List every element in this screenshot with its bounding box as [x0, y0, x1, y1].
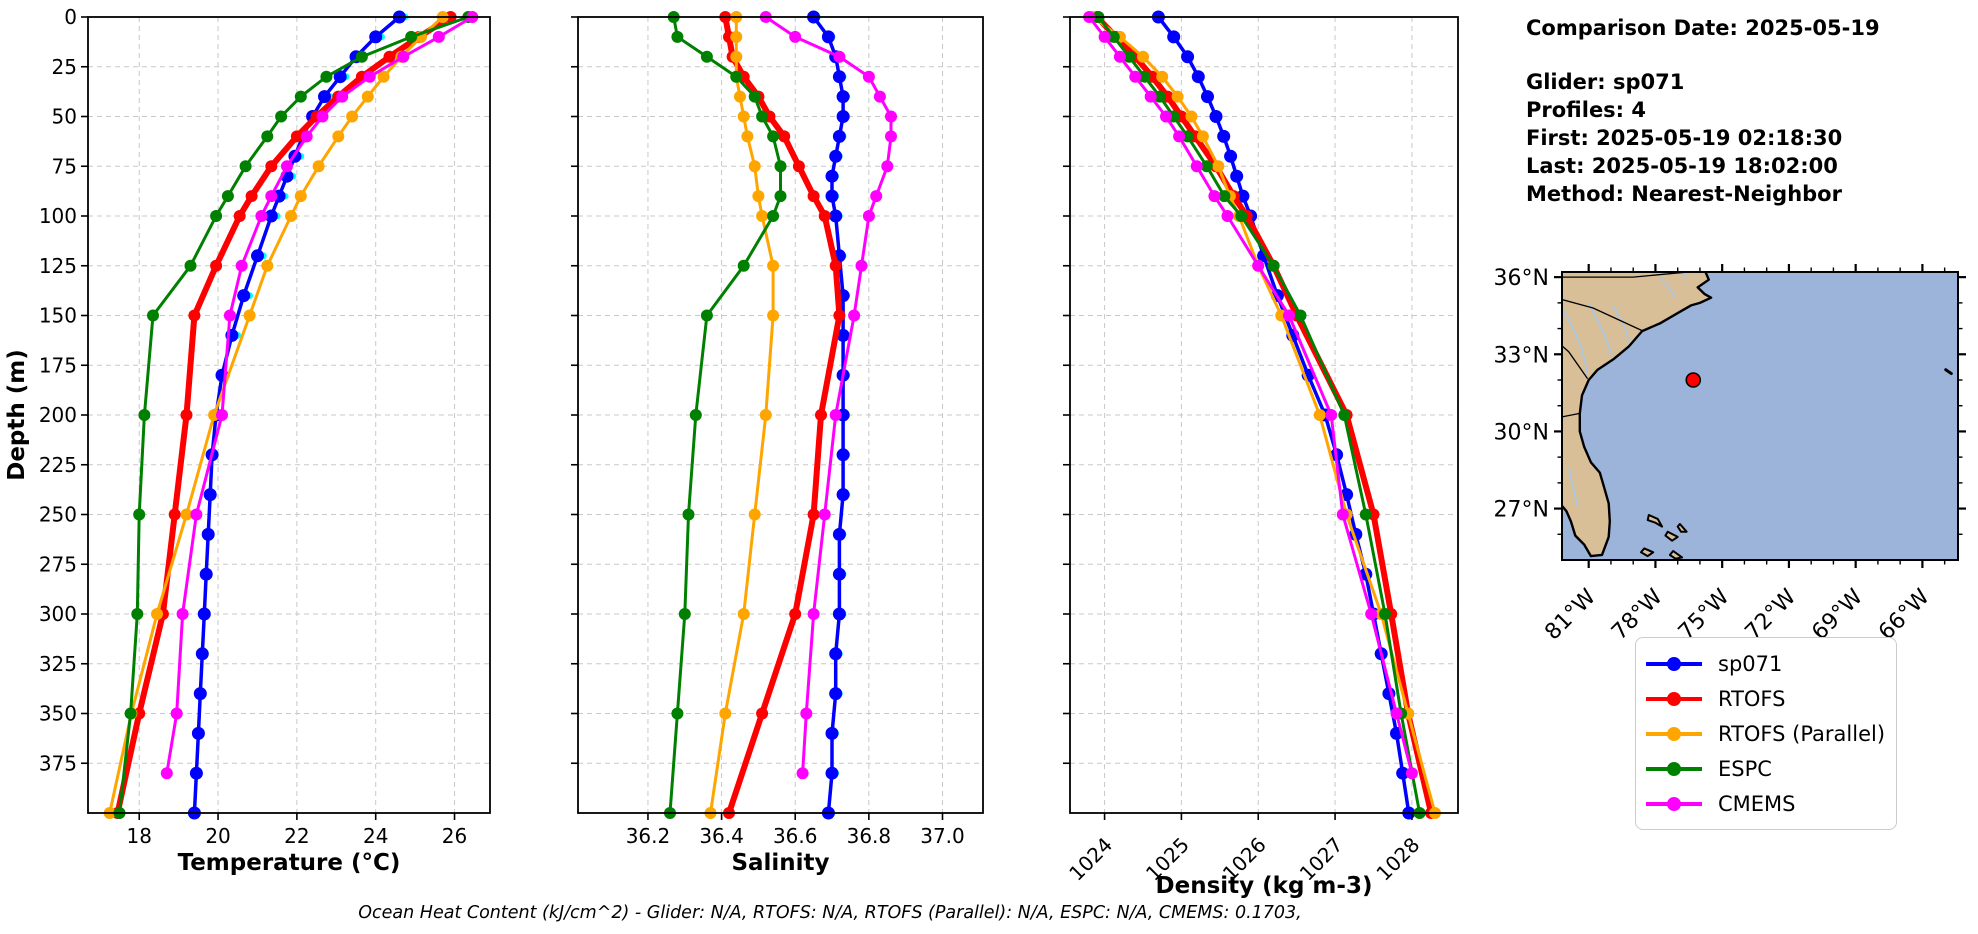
- comparison-date-text: Comparison Date: 2025-05-19: [1526, 16, 1880, 40]
- xtick-label: 1024: [1064, 833, 1117, 886]
- xtick-label: 37.0: [920, 824, 965, 848]
- location-map: 36°N33°N30°N27°N81°W 78°W 75°W 72°W 69°W 66°W: [1494, 264, 1966, 645]
- profile-plots: 18 20 22 24 26 0 25 50 75 100 125 150 175 200 225 250 27…: [4, 5, 1459, 899]
- xtick-label: 1028: [1371, 833, 1424, 886]
- legend-label: sp071: [1718, 651, 1783, 676]
- series-espc: [113, 11, 475, 819]
- xtick-label: 36.6: [773, 824, 818, 848]
- series-cmems: [759, 11, 897, 780]
- legend-item-cmems: CMEMS: [1646, 786, 1886, 821]
- profiles-count-text: Profiles: 4: [1526, 98, 1647, 122]
- xtick-label: 24: [363, 824, 388, 848]
- ytick-label: 250: [39, 503, 77, 527]
- series-cmems: [160, 11, 479, 780]
- xtick-label: 20: [205, 824, 230, 848]
- info-block: Comparison Date: 2025-05-19 Glider: sp07…: [1526, 14, 1880, 208]
- xaxis-label-density: Density (kg m-3): [1156, 873, 1373, 899]
- island-shape: [1676, 523, 1688, 533]
- island-shape: [1640, 547, 1655, 558]
- series-rtofs: [719, 11, 846, 819]
- ytick-label: 75: [52, 154, 77, 178]
- map-lat-label: 30°N: [1494, 420, 1549, 445]
- legend-line-dot-icon: [1646, 691, 1702, 706]
- map-group: 36°N33°N30°N27°N81°W 78°W 75°W 72°W 69°W 66°W: [1494, 264, 1966, 645]
- first-profile-text: First: 2025-05-19 02:18:30: [1526, 126, 1843, 150]
- ytick-label: 375: [39, 751, 77, 775]
- map-lat-label: 27°N: [1494, 498, 1549, 523]
- bermuda-island: [1944, 368, 1953, 376]
- series-cmems: [1083, 11, 1418, 780]
- state-border-line: [1562, 412, 1580, 418]
- ytick-label: 300: [39, 602, 77, 626]
- ytick-label: 0: [64, 5, 77, 29]
- legend-line-dot-icon: [1646, 726, 1702, 741]
- legend-label: RTOFS: [1718, 686, 1786, 711]
- last-profile-text: Last: 2025-05-19 18:02:00: [1526, 154, 1838, 178]
- map-lon-label: 81°W: [1540, 584, 1601, 645]
- xtick-label: 36.8: [847, 824, 892, 848]
- series-espc: [664, 11, 787, 819]
- panel-temperature: 18 20 22 24 26 0 25 50 75 100 125 150 175 200 225 250 27…: [4, 5, 491, 876]
- river-line: [1563, 310, 1589, 376]
- ytick-label: 225: [39, 453, 77, 477]
- island-shape: [1646, 514, 1664, 528]
- legend-label: CMEMS: [1718, 791, 1796, 816]
- state-border-line: [1562, 298, 1644, 332]
- xtick-label: 36.4: [699, 824, 744, 848]
- ytick-label: 100: [39, 204, 77, 228]
- series-espc: [1092, 11, 1426, 819]
- ytick-label: 275: [39, 552, 77, 576]
- ytick-label: 350: [39, 702, 77, 726]
- ytick-label: 150: [39, 304, 77, 328]
- ytick-label: 200: [39, 403, 77, 427]
- info-gap: [1526, 42, 1880, 68]
- river-line: [1567, 467, 1579, 507]
- xtick-label: 18: [127, 824, 152, 848]
- legend-label: ESPC: [1718, 756, 1772, 781]
- legend: sp071 RTOFS RTOFS (Parallel) ESPC CMEMS: [1635, 637, 1897, 830]
- legend-item-rtofs-parallel-: RTOFS (Parallel): [1646, 716, 1886, 751]
- ytick-label: 175: [39, 353, 77, 377]
- xaxis-label-salinity: Salinity: [731, 850, 829, 876]
- island-shape: [1668, 550, 1684, 560]
- legend-item-rtofs: RTOFS: [1646, 681, 1886, 716]
- panel-salinity: 36.2 36.4 36.6 36.8 37.0 Salinity: [571, 10, 984, 876]
- legend-label: RTOFS (Parallel): [1718, 721, 1886, 746]
- map-lat-label: 36°N: [1494, 266, 1549, 291]
- land-area: [1562, 272, 1713, 558]
- method-text: Method: Nearest-Neighbor: [1526, 182, 1842, 206]
- legend-item-espc: ESPC: [1646, 751, 1886, 786]
- legend-line-dot-icon: [1646, 761, 1702, 776]
- legend-line-dot-icon: [1646, 796, 1702, 811]
- ytick-label: 50: [52, 105, 77, 129]
- river-line: [1681, 272, 1688, 281]
- map-lat-label: 33°N: [1494, 343, 1549, 368]
- xtick-label: 26: [442, 824, 467, 848]
- ytick-label: 25: [52, 55, 77, 79]
- glider-location-marker: [1685, 372, 1702, 388]
- island-shape: [1664, 530, 1679, 542]
- ytick-label: 125: [39, 254, 77, 278]
- xtick-label: 36.2: [626, 824, 671, 848]
- yaxis-label: Depth (m): [4, 349, 30, 481]
- glider-name-text: Glider: sp071: [1526, 70, 1685, 94]
- ytick-label: 325: [39, 652, 77, 676]
- legend-line-dot-icon: [1646, 656, 1702, 671]
- xtick-label: 22: [284, 824, 309, 848]
- xaxis-label-temperature: Temperature (°C): [178, 850, 401, 876]
- legend-item-sp071: sp071: [1646, 646, 1886, 681]
- ocean-heat-content-caption: Ocean Heat Content (kJ/cm^2) - Glider: N…: [358, 903, 1302, 923]
- river-line: [1659, 276, 1677, 299]
- river-line: [1587, 302, 1613, 358]
- river-line: [1612, 305, 1630, 345]
